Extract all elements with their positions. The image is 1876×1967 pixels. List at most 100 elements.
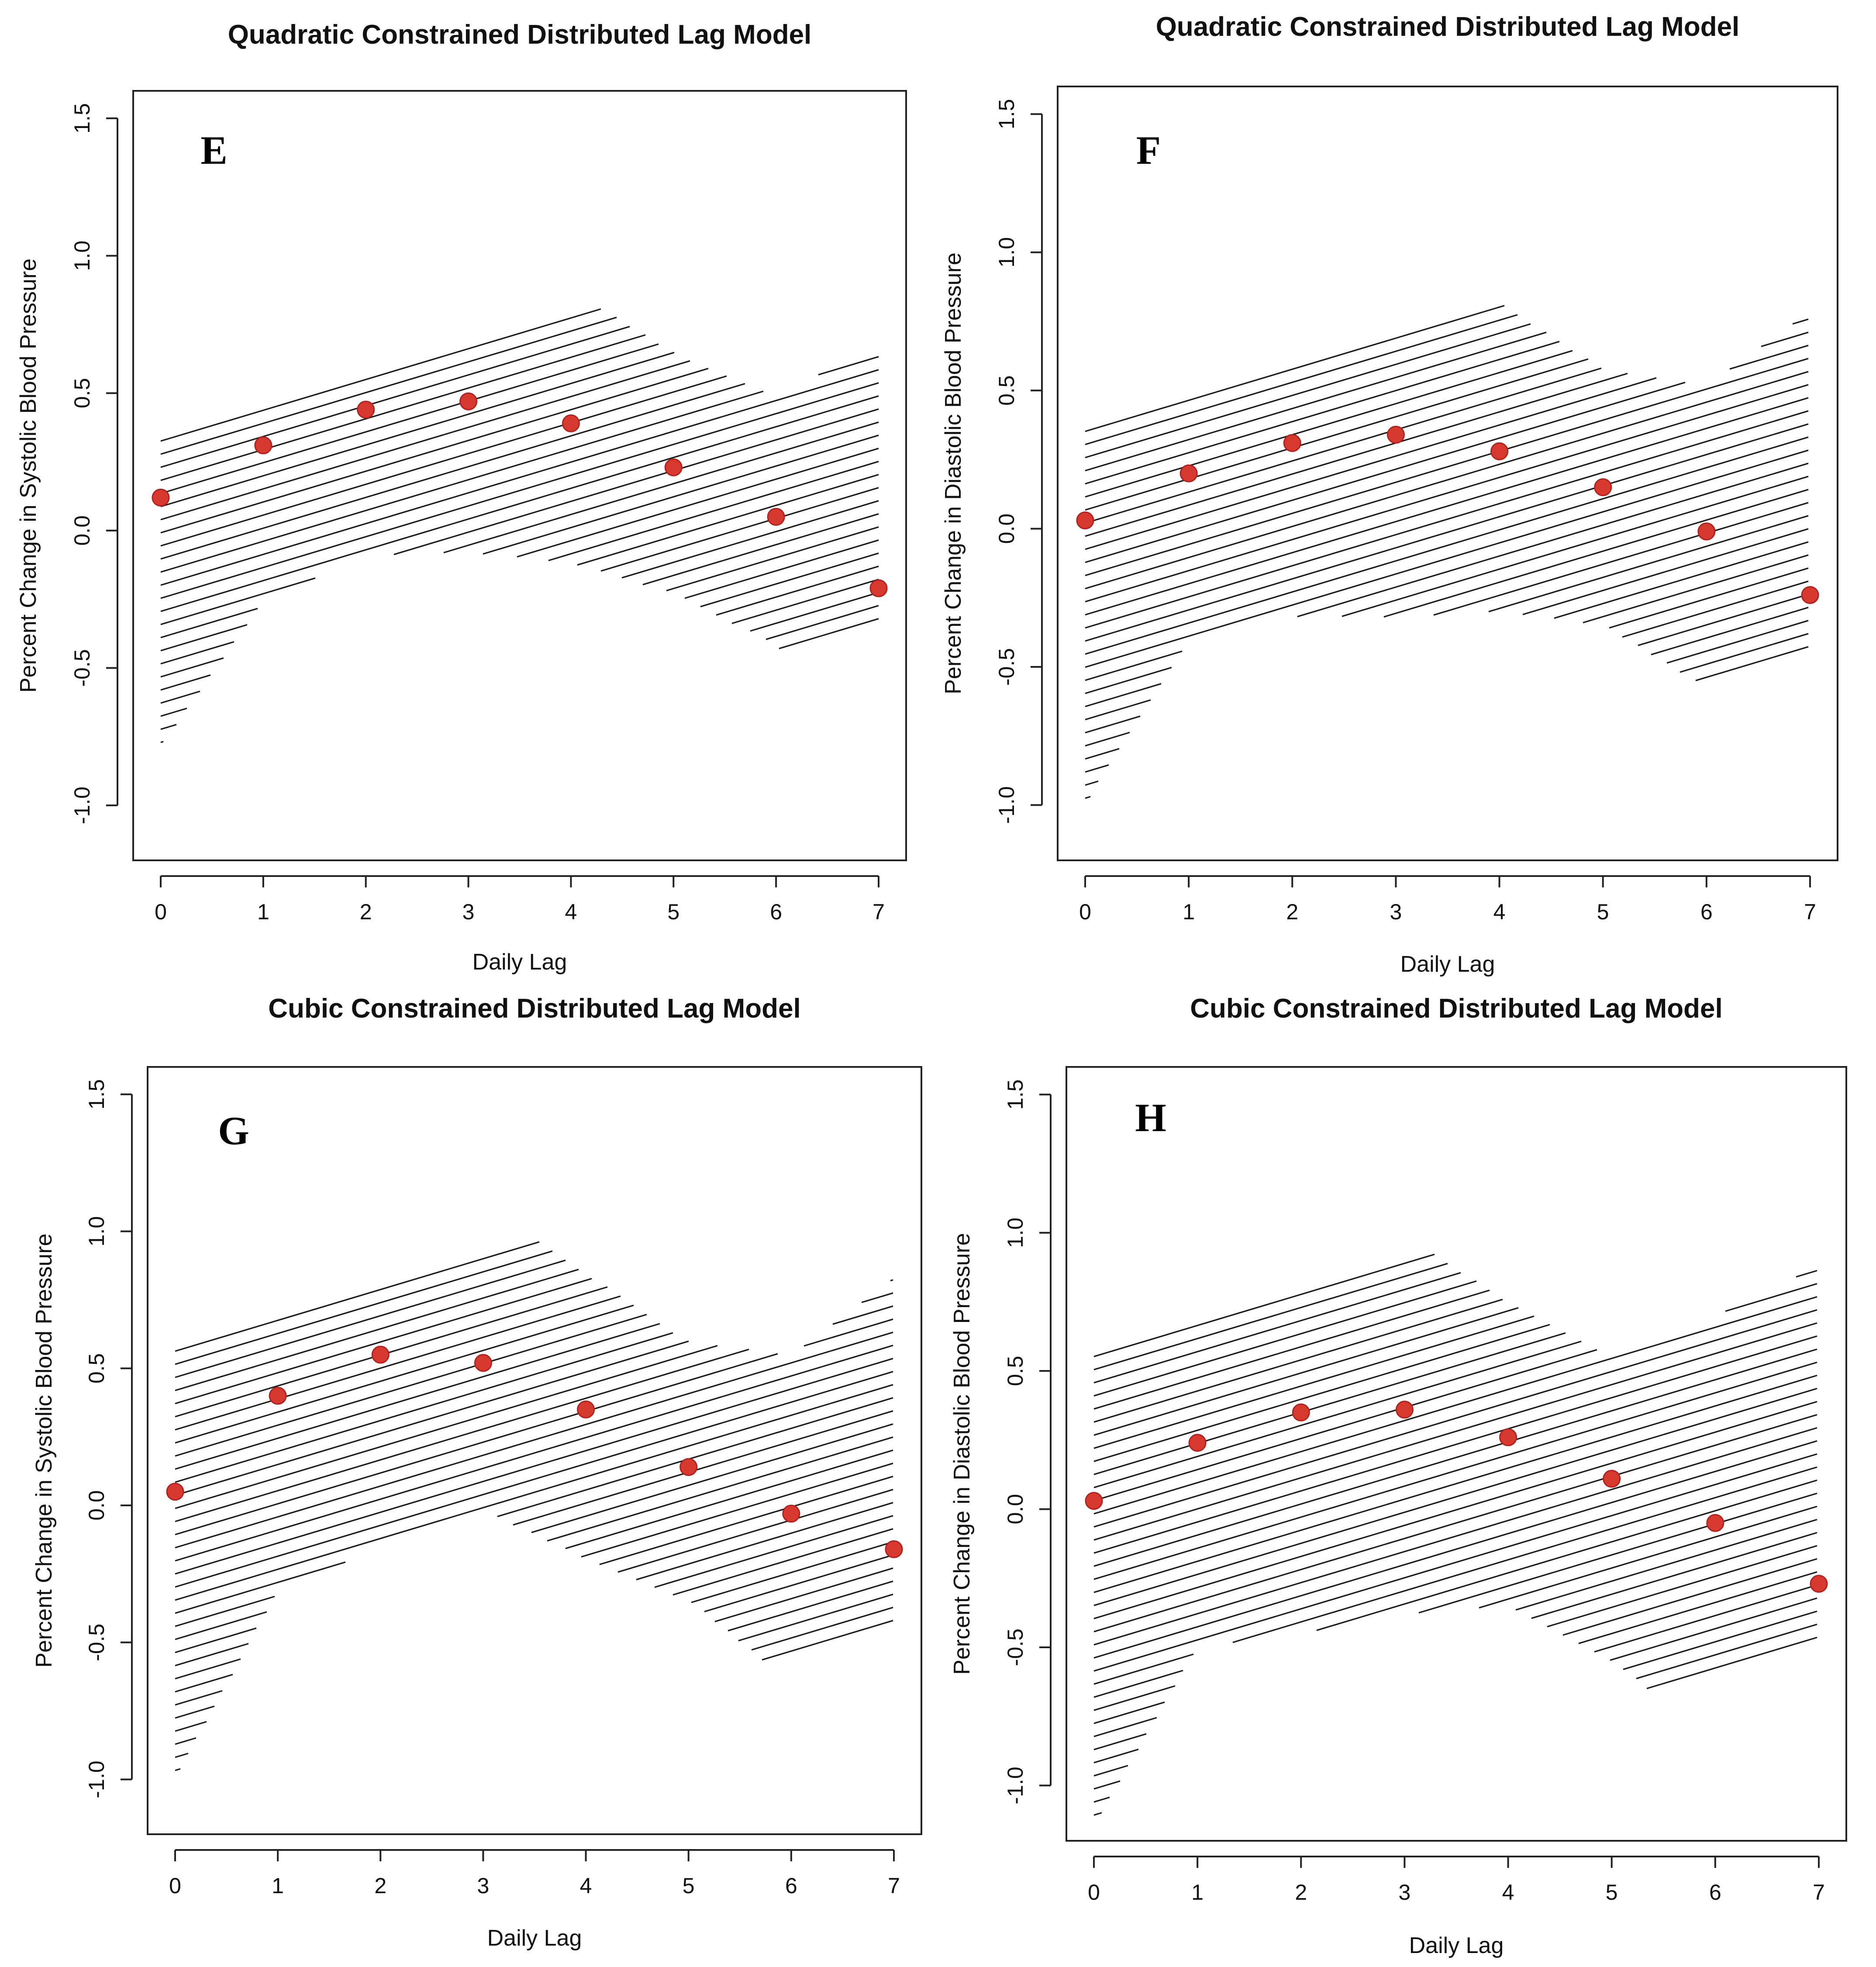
data-point [767, 507, 785, 526]
y-tick-label: -0.5 [994, 648, 1019, 686]
hatch-line [728, 1581, 893, 1632]
x-tick-label: 5 [1606, 1880, 1618, 1905]
hatch-line [175, 1345, 893, 1562]
hatch-line [621, 500, 879, 579]
chart-panel-h: Cubic Constrained Distributed Lag Model 0… [949, 994, 1847, 1958]
hatch-line [666, 526, 879, 592]
plot-frame [1066, 1066, 1847, 1842]
hatch-line [751, 1607, 893, 1651]
x-tick-label: 3 [477, 1874, 490, 1898]
chart-panel-e: Quadratic Constrained Distributed Lag Mo… [16, 20, 907, 975]
x-tick-label: 6 [1709, 1880, 1721, 1905]
hatch-line [175, 1295, 621, 1431]
hatch-line [175, 1286, 608, 1418]
hatch-line [1316, 1479, 1817, 1631]
hatch-line [832, 1305, 893, 1325]
hatch-line [1547, 1545, 1817, 1628]
hatch-line [175, 1721, 207, 1732]
data-point [1283, 434, 1301, 452]
hatch-line [1093, 1374, 1817, 1593]
hatch-line [1093, 1427, 1817, 1646]
hatch-line [716, 566, 879, 616]
y-tick-label: 0.5 [84, 1353, 109, 1384]
data-point [1076, 511, 1094, 530]
hatch-line [175, 1371, 893, 1588]
hatch-line [1085, 732, 1130, 747]
data-point [1697, 522, 1716, 541]
hatch-line [1093, 1401, 1817, 1619]
hatch-line [1761, 331, 1809, 347]
hatch-line [175, 1561, 346, 1614]
data-point [152, 488, 170, 507]
y-tick-label: 0.5 [994, 375, 1019, 406]
hatch-line [1093, 1453, 1817, 1672]
hatch-line [175, 1323, 660, 1470]
panel-letter: G [218, 1108, 249, 1153]
hatch-line [1085, 382, 1686, 563]
hatch-line [175, 1690, 223, 1706]
hatch-line [1093, 1653, 1194, 1685]
chart-panel-f: Quadratic Constrained Distributed Lag Mo… [941, 12, 1838, 977]
y-tick-label: -0.5 [84, 1624, 109, 1661]
hatch-line [1093, 1332, 1566, 1475]
hatch-line [175, 1314, 647, 1457]
hatch-line [160, 624, 248, 652]
hatch-line [1093, 1298, 1503, 1423]
x-axis-label: Daily Lag [1409, 1933, 1504, 1958]
hatch-line [175, 1658, 241, 1680]
hatch-line [1093, 1361, 1817, 1580]
data-point [577, 1400, 595, 1418]
confidence-band [160, 308, 879, 743]
hatch-line [531, 1423, 893, 1533]
hatch-line [617, 1489, 893, 1573]
x-tick-label: 4 [1493, 900, 1506, 924]
hatch-line [160, 382, 879, 599]
hatch-line [1093, 1717, 1157, 1737]
hatch-line [1085, 423, 1809, 642]
x-tick-label: 2 [1295, 1880, 1307, 1905]
chart-title: Quadratic Constrained Distributed Lag Mo… [228, 20, 812, 50]
hatch-line [1093, 1414, 1817, 1632]
data-point [1179, 464, 1198, 483]
y-tick-label: -1.0 [1003, 1767, 1028, 1804]
hatch-line [1093, 1670, 1183, 1698]
hatch-line [160, 390, 764, 573]
hatch-line [1085, 764, 1109, 773]
data-point [459, 392, 478, 411]
data-point [1085, 1492, 1103, 1510]
hatch-line [175, 1304, 634, 1444]
data-point [371, 1346, 390, 1364]
hatch-line [1093, 1340, 1582, 1488]
hatch-line [1085, 699, 1151, 721]
x-tick-label: 6 [770, 900, 782, 924]
hatch-line [861, 1292, 893, 1303]
x-tick-label: 7 [1813, 1880, 1825, 1905]
hatch-line [175, 1753, 189, 1758]
hatch-line [738, 1594, 893, 1642]
y-tick-label: 1.0 [1003, 1218, 1028, 1248]
hatch-line [684, 539, 879, 599]
hatch-line [1085, 373, 1628, 537]
x-tick-label: 1 [257, 900, 269, 924]
hatch-line [1085, 748, 1120, 760]
hatch-line [642, 513, 879, 586]
x-tick-label: 0 [1079, 900, 1091, 924]
hatch-line [1609, 567, 1809, 629]
hatch-line [1488, 515, 1809, 613]
hatch-line [160, 368, 709, 534]
hatch-line [160, 383, 745, 560]
hatch-line [1085, 715, 1141, 734]
hatch-line [1531, 1532, 1817, 1619]
hatch-line [1093, 1335, 1817, 1554]
hatch-line [1093, 1272, 1461, 1384]
hatch-line [1578, 1571, 1817, 1644]
hatch-line [1093, 1322, 1817, 1541]
hatch-line [1562, 1558, 1817, 1636]
hatch-line [175, 1737, 197, 1745]
hatch-line [160, 724, 177, 730]
x-tick-label: 1 [272, 1874, 284, 1898]
hatch-line [599, 1476, 893, 1565]
hatch-line [175, 1384, 893, 1601]
hatch-line [1093, 1309, 1817, 1528]
